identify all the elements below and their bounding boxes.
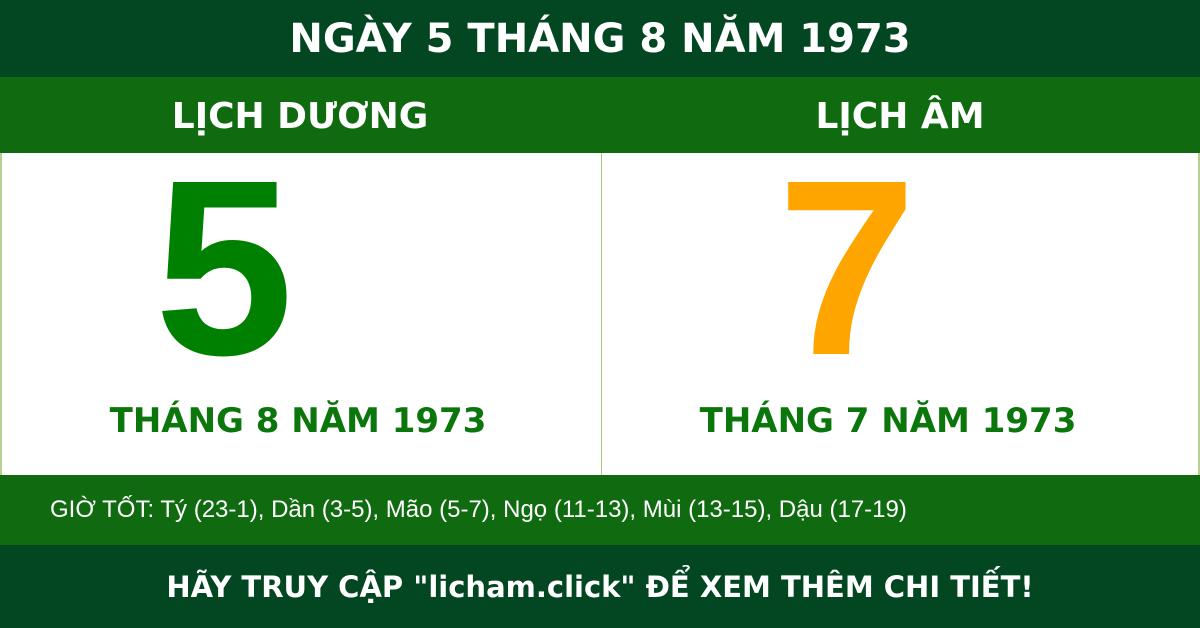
page-title: NGÀY 5 THÁNG 8 NĂM 1973 [0, 0, 1200, 77]
solar-month-year: THÁNG 8 NĂM 1973 [109, 401, 487, 441]
footer-cta: HÃY TRUY CẬP "licham.click" ĐỂ XEM THÊM … [0, 545, 1200, 628]
divider [601, 153, 602, 475]
solar-day: 5 [154, 128, 294, 407]
good-hours: GIỜ TỐT: Tý (23-1), Dần (3-5), Mão (5-7)… [0, 475, 1200, 545]
lunar-month-year: THÁNG 7 NĂM 1973 [699, 401, 1077, 441]
calendar-body: 5 THÁNG 8 NĂM 1973 7 THÁNG 7 NĂM 1973 [0, 128, 1200, 475]
lunar-day: 7 [777, 128, 917, 407]
lunar-label: LỊCH ÂM [815, 96, 985, 137]
calendar-header: LỊCH DƯƠNG LỊCH ÂM [0, 77, 1200, 153]
solar-label: LỊCH DƯƠNG [171, 96, 429, 137]
